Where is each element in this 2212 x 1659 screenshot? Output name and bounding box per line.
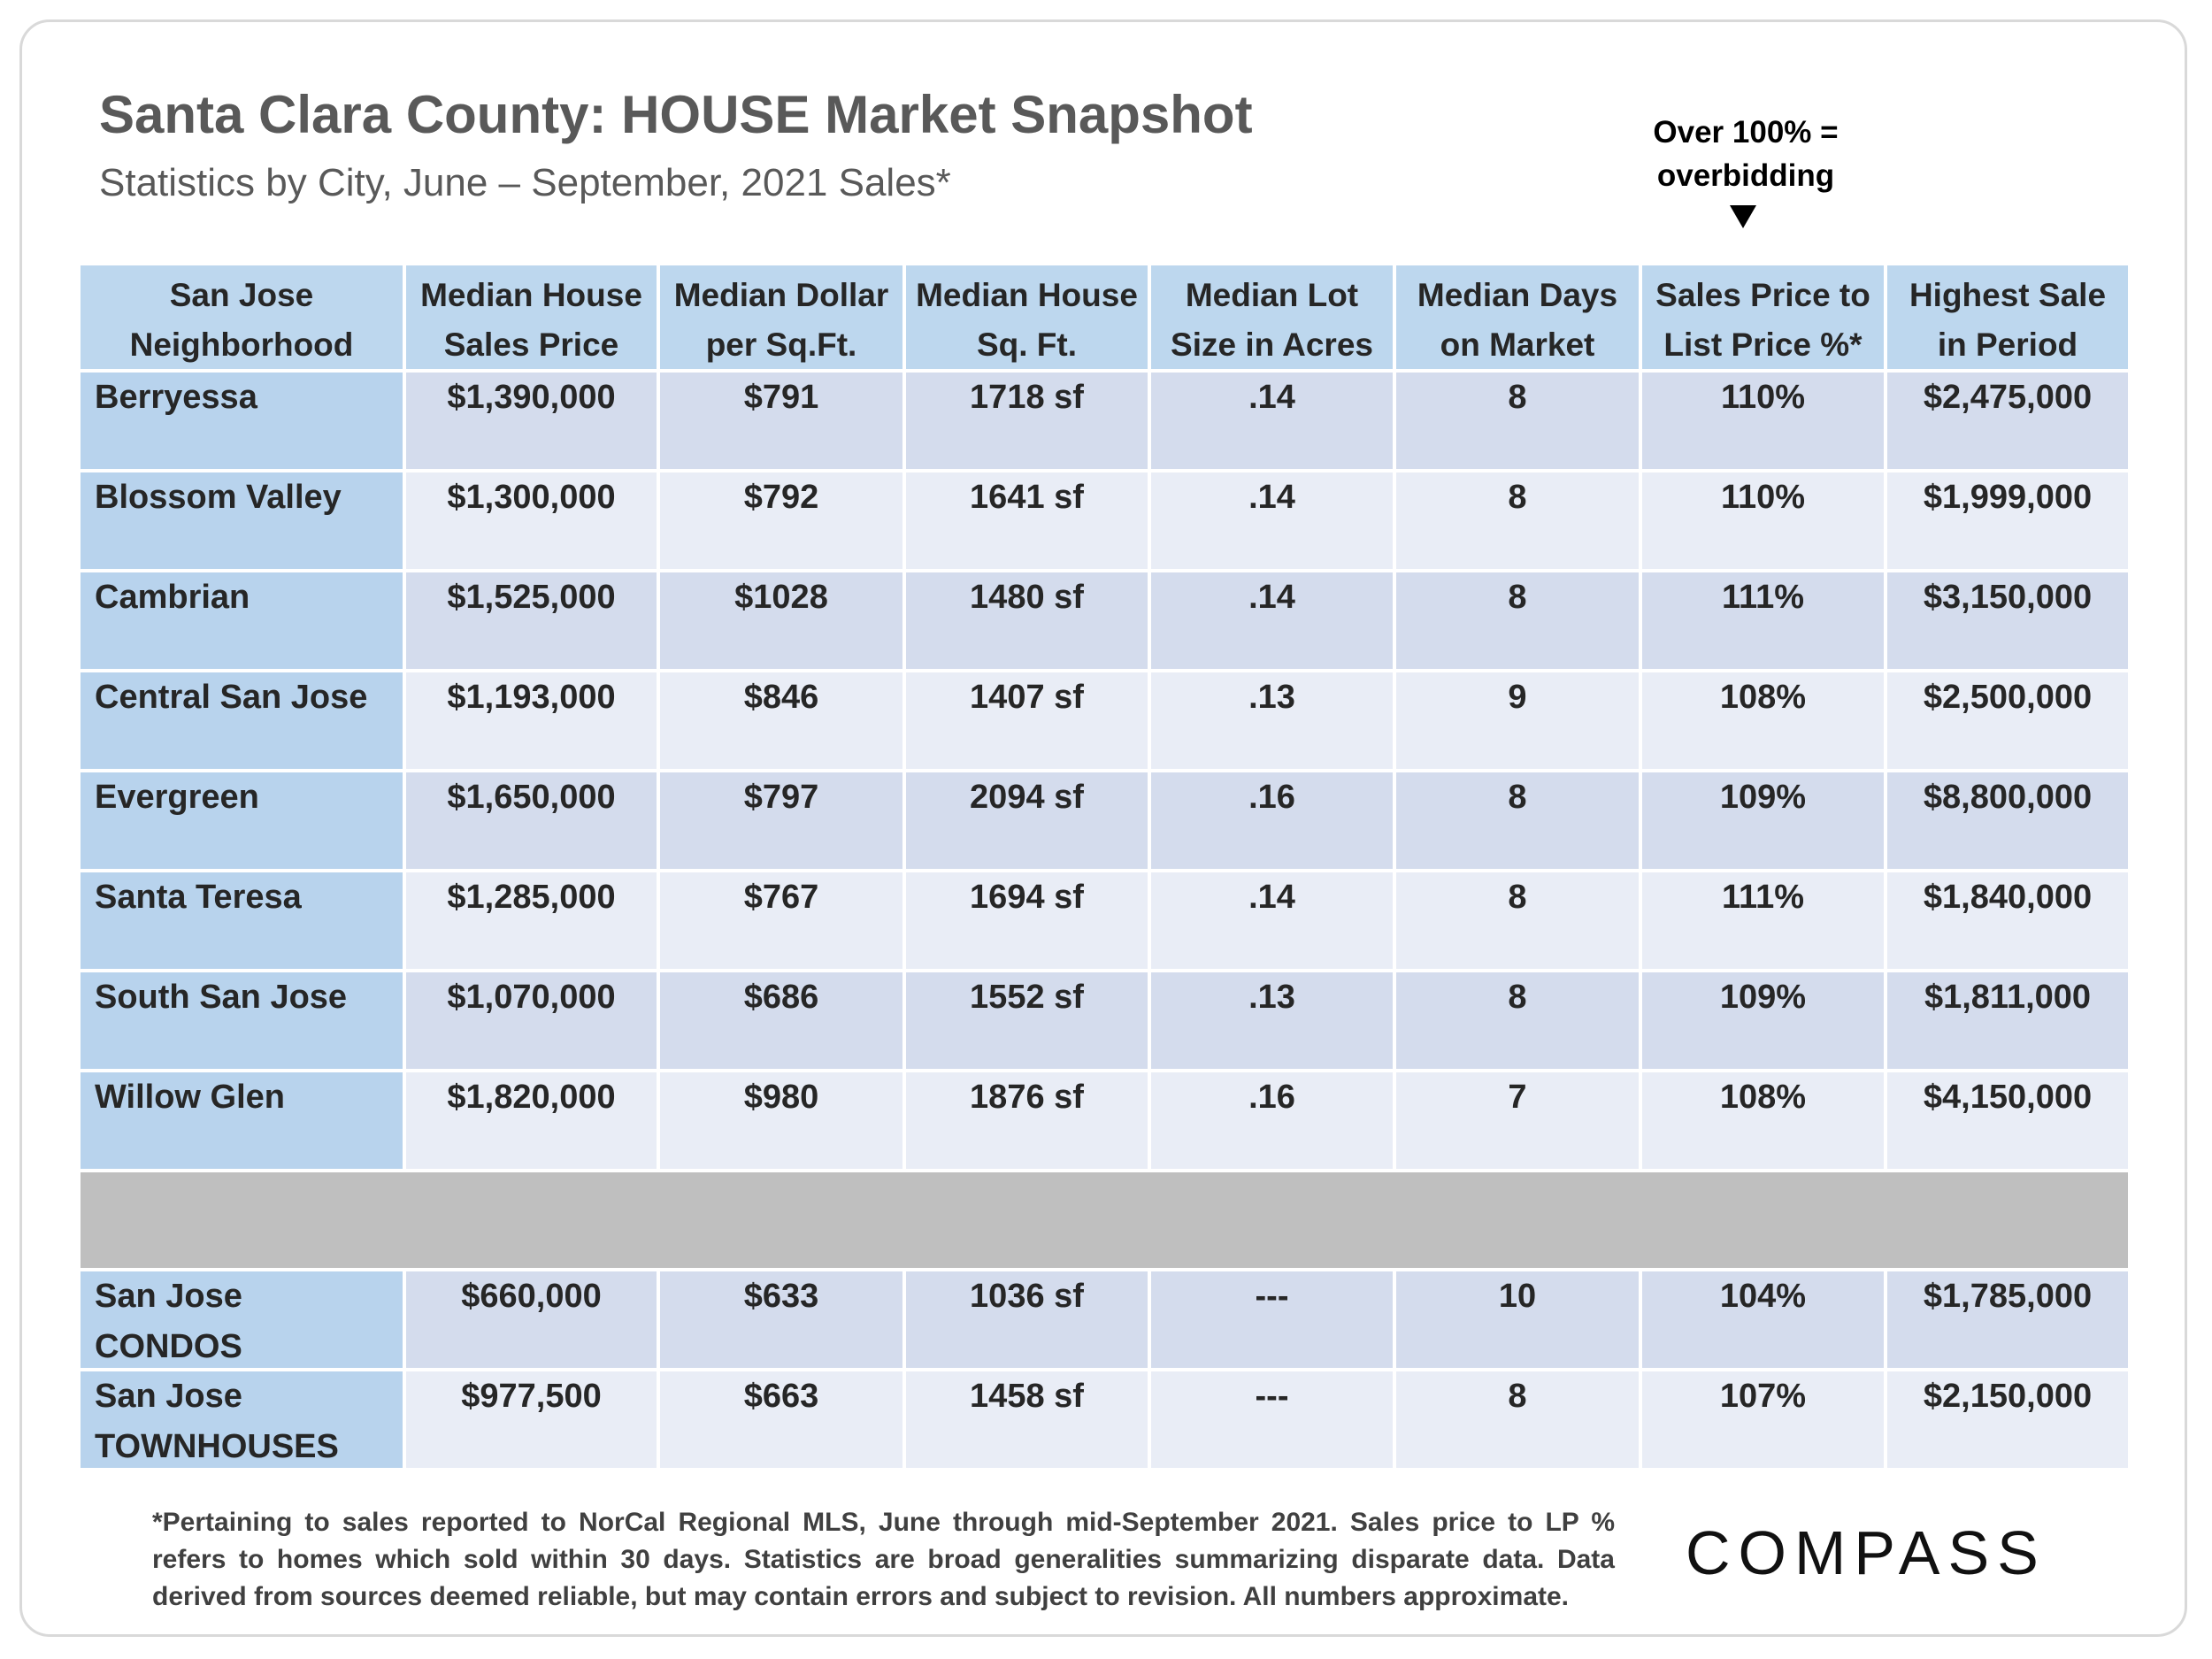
table-cell: 107% (1640, 1370, 1886, 1470)
row-header: Central San Jose (79, 671, 404, 771)
table-cell: $1,525,000 (404, 571, 658, 671)
table-cell: 1876 sf (904, 1071, 1149, 1171)
row-header: Santa Teresa (79, 871, 404, 971)
table-cell: 110% (1640, 471, 1886, 571)
row-header: South San Jose (79, 971, 404, 1071)
table-cell: $1028 (658, 571, 904, 671)
table-cell: $1,193,000 (404, 671, 658, 771)
table-cell: 111% (1640, 571, 1886, 671)
table-cell: $797 (658, 771, 904, 871)
table-cell: 8 (1394, 1370, 1640, 1470)
table-cell: $663 (658, 1370, 904, 1470)
table-cell: $767 (658, 871, 904, 971)
table-cell: $1,650,000 (404, 771, 658, 871)
table-cell: 1407 sf (904, 671, 1149, 771)
table-cell: $1,820,000 (404, 1071, 658, 1171)
table-cell: 1552 sf (904, 971, 1149, 1071)
table-cell: $633 (658, 1270, 904, 1370)
column-header: Median Lot Size in Acres (1149, 264, 1394, 371)
table-cell: $1,390,000 (404, 371, 658, 471)
table-cell: 108% (1640, 671, 1886, 771)
table-cell: 10 (1394, 1270, 1640, 1370)
table-cell: 109% (1640, 771, 1886, 871)
table-cell: .14 (1149, 371, 1394, 471)
title: Santa Clara County: HOUSE Market Snapsho… (99, 85, 1253, 144)
table-cell: $660,000 (404, 1270, 658, 1370)
table-cell: $2,500,000 (1886, 671, 2130, 771)
table-cell: 108% (1640, 1071, 1886, 1171)
row-header: Cambrian (79, 571, 404, 671)
table-cell: $791 (658, 371, 904, 471)
row-header: Willow Glen (79, 1071, 404, 1171)
table-cell: .14 (1149, 471, 1394, 571)
table-cell: 1641 sf (904, 471, 1149, 571)
table-cell: --- (1149, 1370, 1394, 1470)
note-line: overbidding (1656, 158, 1835, 193)
table-cell: 7 (1394, 1071, 1640, 1171)
table-cell: 1480 sf (904, 571, 1149, 671)
table-cell: 109% (1640, 971, 1886, 1071)
table-cell: $686 (658, 971, 904, 1071)
table-cell: 1036 sf (904, 1270, 1149, 1370)
table-cell: $8,800,000 (1886, 771, 2130, 871)
table-cell: $1,999,000 (1886, 471, 2130, 571)
table-cell: .16 (1149, 771, 1394, 871)
table-cell: $980 (658, 1071, 904, 1171)
table-cell: 8 (1394, 471, 1640, 571)
table-cell: $1,785,000 (1886, 1270, 2130, 1370)
table-cell: 9 (1394, 671, 1640, 771)
logo: COMPASS (1686, 1518, 2047, 1587)
column-header: Highest Sale in Period (1886, 264, 2130, 371)
table-cell: 8 (1394, 371, 1640, 471)
table-cell: 8 (1394, 871, 1640, 971)
row-header: Evergreen (79, 771, 404, 871)
table-cell: .14 (1149, 871, 1394, 971)
table-cell: .14 (1149, 571, 1394, 671)
note-line: Over 100% = (1653, 115, 1839, 150)
separator-row (79, 1171, 2130, 1270)
table-cell: 104% (1640, 1270, 1886, 1370)
table-cell: $3,150,000 (1886, 571, 2130, 671)
table-cell: 1694 sf (904, 871, 1149, 971)
table-cell: 2094 sf (904, 771, 1149, 871)
arrow (1730, 205, 1756, 228)
table-cell: $2,150,000 (1886, 1370, 2130, 1470)
table-cell: .16 (1149, 1071, 1394, 1171)
table-cell: 1458 sf (904, 1370, 1149, 1470)
card (19, 19, 2187, 1637)
table-cell: 8 (1394, 771, 1640, 871)
footnote: *Pertaining to sales reported to NorCal … (152, 1508, 1615, 1611)
column-header: Median House Sales Price (404, 264, 658, 371)
table-cell: $977,500 (404, 1370, 658, 1470)
subtitle: Statistics by City, June – September, 20… (99, 161, 951, 204)
column-header: San Jose Neighborhood (79, 264, 404, 371)
table-cell: $1,300,000 (404, 471, 658, 571)
table-cell: 1718 sf (904, 371, 1149, 471)
table-cell: $792 (658, 471, 904, 571)
table-cell: $4,150,000 (1886, 1071, 2130, 1171)
table-cell: .13 (1149, 671, 1394, 771)
table-cell: 111% (1640, 871, 1886, 971)
table-cell: .13 (1149, 971, 1394, 1071)
table-cell: 8 (1394, 971, 1640, 1071)
column-header: Median Dollar per Sq.Ft. (658, 264, 904, 371)
table-cell: $1,840,000 (1886, 871, 2130, 971)
table-cell: $1,070,000 (404, 971, 658, 1071)
column-header: Sales Price to List Price %* (1640, 264, 1886, 371)
row-header: Berryessa (79, 371, 404, 471)
column-header: Median Days on Market (1394, 264, 1640, 371)
table-cell: 110% (1640, 371, 1886, 471)
row-header: San Jose TOWNHOUSES (79, 1370, 404, 1470)
row-header: Blossom Valley (79, 471, 404, 571)
row-header: San Jose CONDOS (79, 1270, 404, 1370)
table-cell: $1,285,000 (404, 871, 658, 971)
table-cell: --- (1149, 1270, 1394, 1370)
table-cell: 8 (1394, 571, 1640, 671)
table-cell: $1,811,000 (1886, 971, 2130, 1071)
table-cell: $2,475,000 (1886, 371, 2130, 471)
column-header: Median House Sq. Ft. (904, 264, 1149, 371)
table-cell: $846 (658, 671, 904, 771)
